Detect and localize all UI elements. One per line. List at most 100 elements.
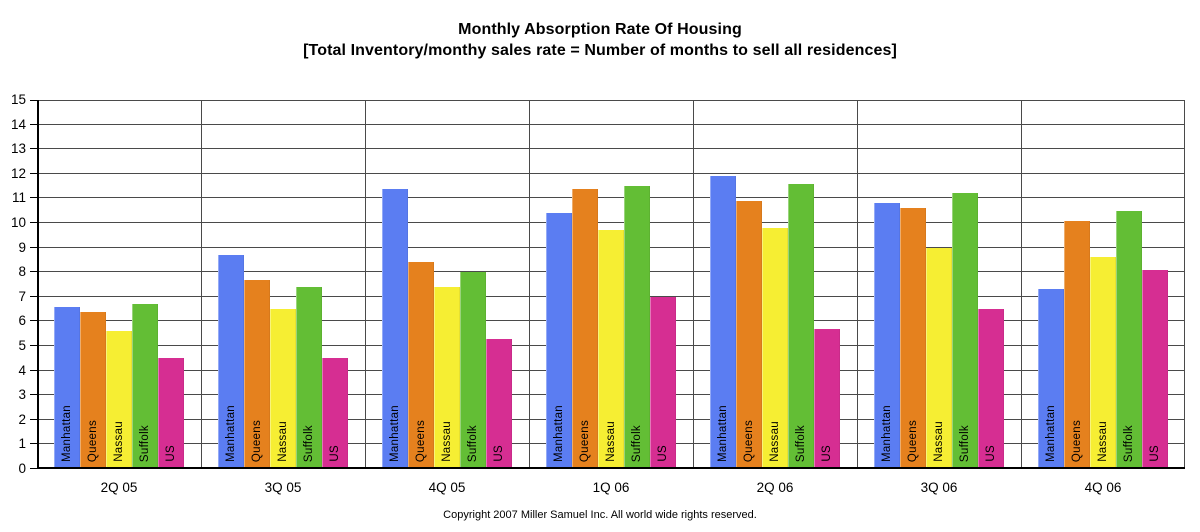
bar-suffolk-3q06: Suffolk (952, 193, 978, 469)
y-tick-label-10: 10 (10, 215, 26, 230)
gridline-15 (37, 100, 1185, 101)
bar-label-nassau: Nassau (1097, 421, 1109, 462)
y-tick-8 (30, 271, 37, 273)
y-tick-label-4: 4 (18, 362, 26, 378)
y-tick-13 (30, 148, 37, 150)
bar-nassau-2q05: Nassau (106, 331, 132, 469)
bar-label-queens: Queens (87, 419, 99, 462)
bar-label-queens: Queens (579, 419, 591, 462)
bar-queens-2q06: Queens (736, 201, 762, 469)
chart-title: Monthly Absorption Rate Of Housing [Tota… (0, 19, 1200, 61)
bar-label-queens: Queens (251, 419, 263, 462)
bar-label-manhattan: Manhattan (389, 404, 401, 462)
bar-label-queens: Queens (1071, 419, 1083, 462)
gridline-12 (37, 172, 1185, 174)
bar-label-manhattan: Manhattan (61, 404, 73, 462)
plot-right-border (1184, 100, 1185, 469)
y-tick-6 (30, 320, 37, 322)
bar-manhattan-1q06: Manhattan (546, 213, 572, 469)
y-tick-10 (30, 222, 37, 223)
y-tick-label-9: 9 (18, 239, 26, 255)
bar-label-queens: Queens (743, 419, 755, 462)
x-axis-line (37, 467, 1185, 469)
bar-label-suffolk: Suffolk (631, 424, 643, 462)
y-tick-15 (30, 100, 37, 101)
bar-label-queens: Queens (907, 419, 919, 462)
y-tick-5 (30, 345, 37, 346)
bar-queens-2q05: Queens (80, 312, 106, 469)
bar-suffolk-4q06: Suffolk (1116, 211, 1142, 469)
y-tick-label-11: 11 (11, 190, 26, 206)
y-tick-label-12: 12 (10, 165, 26, 181)
bar-label-us: US (165, 445, 177, 462)
bar-nassau-2q06: Nassau (762, 228, 788, 469)
bar-nassau-1q06: Nassau (598, 230, 624, 469)
y-tick-2 (30, 418, 37, 420)
bar-queens-3q06: Queens (900, 208, 926, 469)
plot-area: Manhattan Queens Nassau Suffolk US Manhattan Q… (30, 100, 1185, 469)
bar-queens-1q06: Queens (572, 189, 598, 469)
x-category-label-5: 2Q 06 (756, 480, 794, 495)
bar-label-suffolk: Suffolk (795, 424, 807, 462)
bar-label-suffolk: Suffolk (303, 424, 315, 462)
y-tick-label-7: 7 (18, 288, 26, 304)
bar-nassau-3q05: Nassau (270, 309, 296, 469)
bar-us-2q05: US (158, 358, 184, 469)
x-axis-labels: 2Q 05 3Q 05 4Q 05 1Q 06 2Q 06 3Q 06 4Q 06 (37, 477, 1185, 497)
bar-nassau-4q06: Nassau (1090, 257, 1116, 469)
category-divider-5 (857, 100, 858, 469)
y-tick-12 (30, 172, 37, 174)
bar-us-4q05: US (486, 339, 512, 469)
bar-manhattan-4q05: Manhattan (382, 189, 408, 469)
chart-title-line2: [Total Inventory/monthy sales rate = Num… (303, 42, 897, 59)
y-tick-label-1: 1 (18, 436, 26, 452)
bar-label-suffolk: Suffolk (139, 424, 151, 462)
bar-label-suffolk: Suffolk (467, 424, 479, 462)
bar-label-manhattan: Manhattan (1045, 404, 1057, 462)
gridline-10 (37, 222, 1185, 223)
y-tick-label-8: 8 (18, 264, 26, 280)
bar-label-us: US (493, 445, 505, 462)
y-tick-label-6: 6 (18, 313, 26, 329)
bar-label-manhattan: Manhattan (225, 404, 237, 462)
bar-queens-4q05: Queens (408, 262, 434, 469)
bar-us-2q06: US (814, 329, 840, 469)
bar-us-4q06: US (1142, 270, 1168, 469)
bar-label-us: US (821, 445, 833, 462)
bar-label-manhattan: Manhattan (553, 404, 565, 462)
bar-manhattan-4q06: Manhattan (1038, 289, 1064, 469)
y-tick-4 (30, 369, 37, 371)
bar-manhattan-2q05: Manhattan (54, 307, 80, 469)
bar-label-nassau: Nassau (113, 421, 125, 462)
bar-us-1q06: US (650, 297, 676, 469)
x-category-label-7: 4Q 06 (1084, 480, 1122, 495)
bar-suffolk-3q05: Suffolk (296, 287, 322, 469)
category-divider-3 (529, 100, 530, 469)
gridline-13 (37, 148, 1185, 150)
copyright-text: Copyright 2007 Miller Samuel Inc. All wo… (443, 509, 757, 521)
bar-label-nassau: Nassau (277, 421, 289, 462)
gridline-14 (37, 123, 1185, 125)
bar-label-us: US (657, 445, 669, 462)
bar-label-us: US (329, 445, 341, 462)
bar-suffolk-1q06: Suffolk (624, 186, 650, 469)
x-category-label-6: 3Q 06 (920, 480, 958, 495)
x-category-label-4: 1Q 06 (592, 480, 630, 495)
y-tick-label-0: 0 (18, 461, 26, 476)
y-tick-label-2: 2 (18, 411, 26, 427)
bar-manhattan-2q06: Manhattan (710, 176, 736, 469)
y-tick-label-3: 3 (18, 387, 26, 403)
bar-manhattan-3q06: Manhattan (874, 203, 900, 469)
bar-label-nassau: Nassau (441, 421, 453, 462)
y-tick-3 (30, 394, 37, 396)
category-divider-2 (365, 100, 366, 469)
x-category-label-2: 3Q 05 (264, 480, 302, 495)
chart-title-line1: Monthly Absorption Rate Of Housing (458, 21, 742, 38)
y-tick-label-5: 5 (18, 338, 26, 353)
bar-nassau-4q05: Nassau (434, 287, 460, 469)
bar-label-suffolk: Suffolk (1123, 424, 1135, 462)
bar-us-3q05: US (322, 358, 348, 469)
y-tick-0 (30, 468, 37, 469)
y-tick-9 (30, 246, 37, 248)
